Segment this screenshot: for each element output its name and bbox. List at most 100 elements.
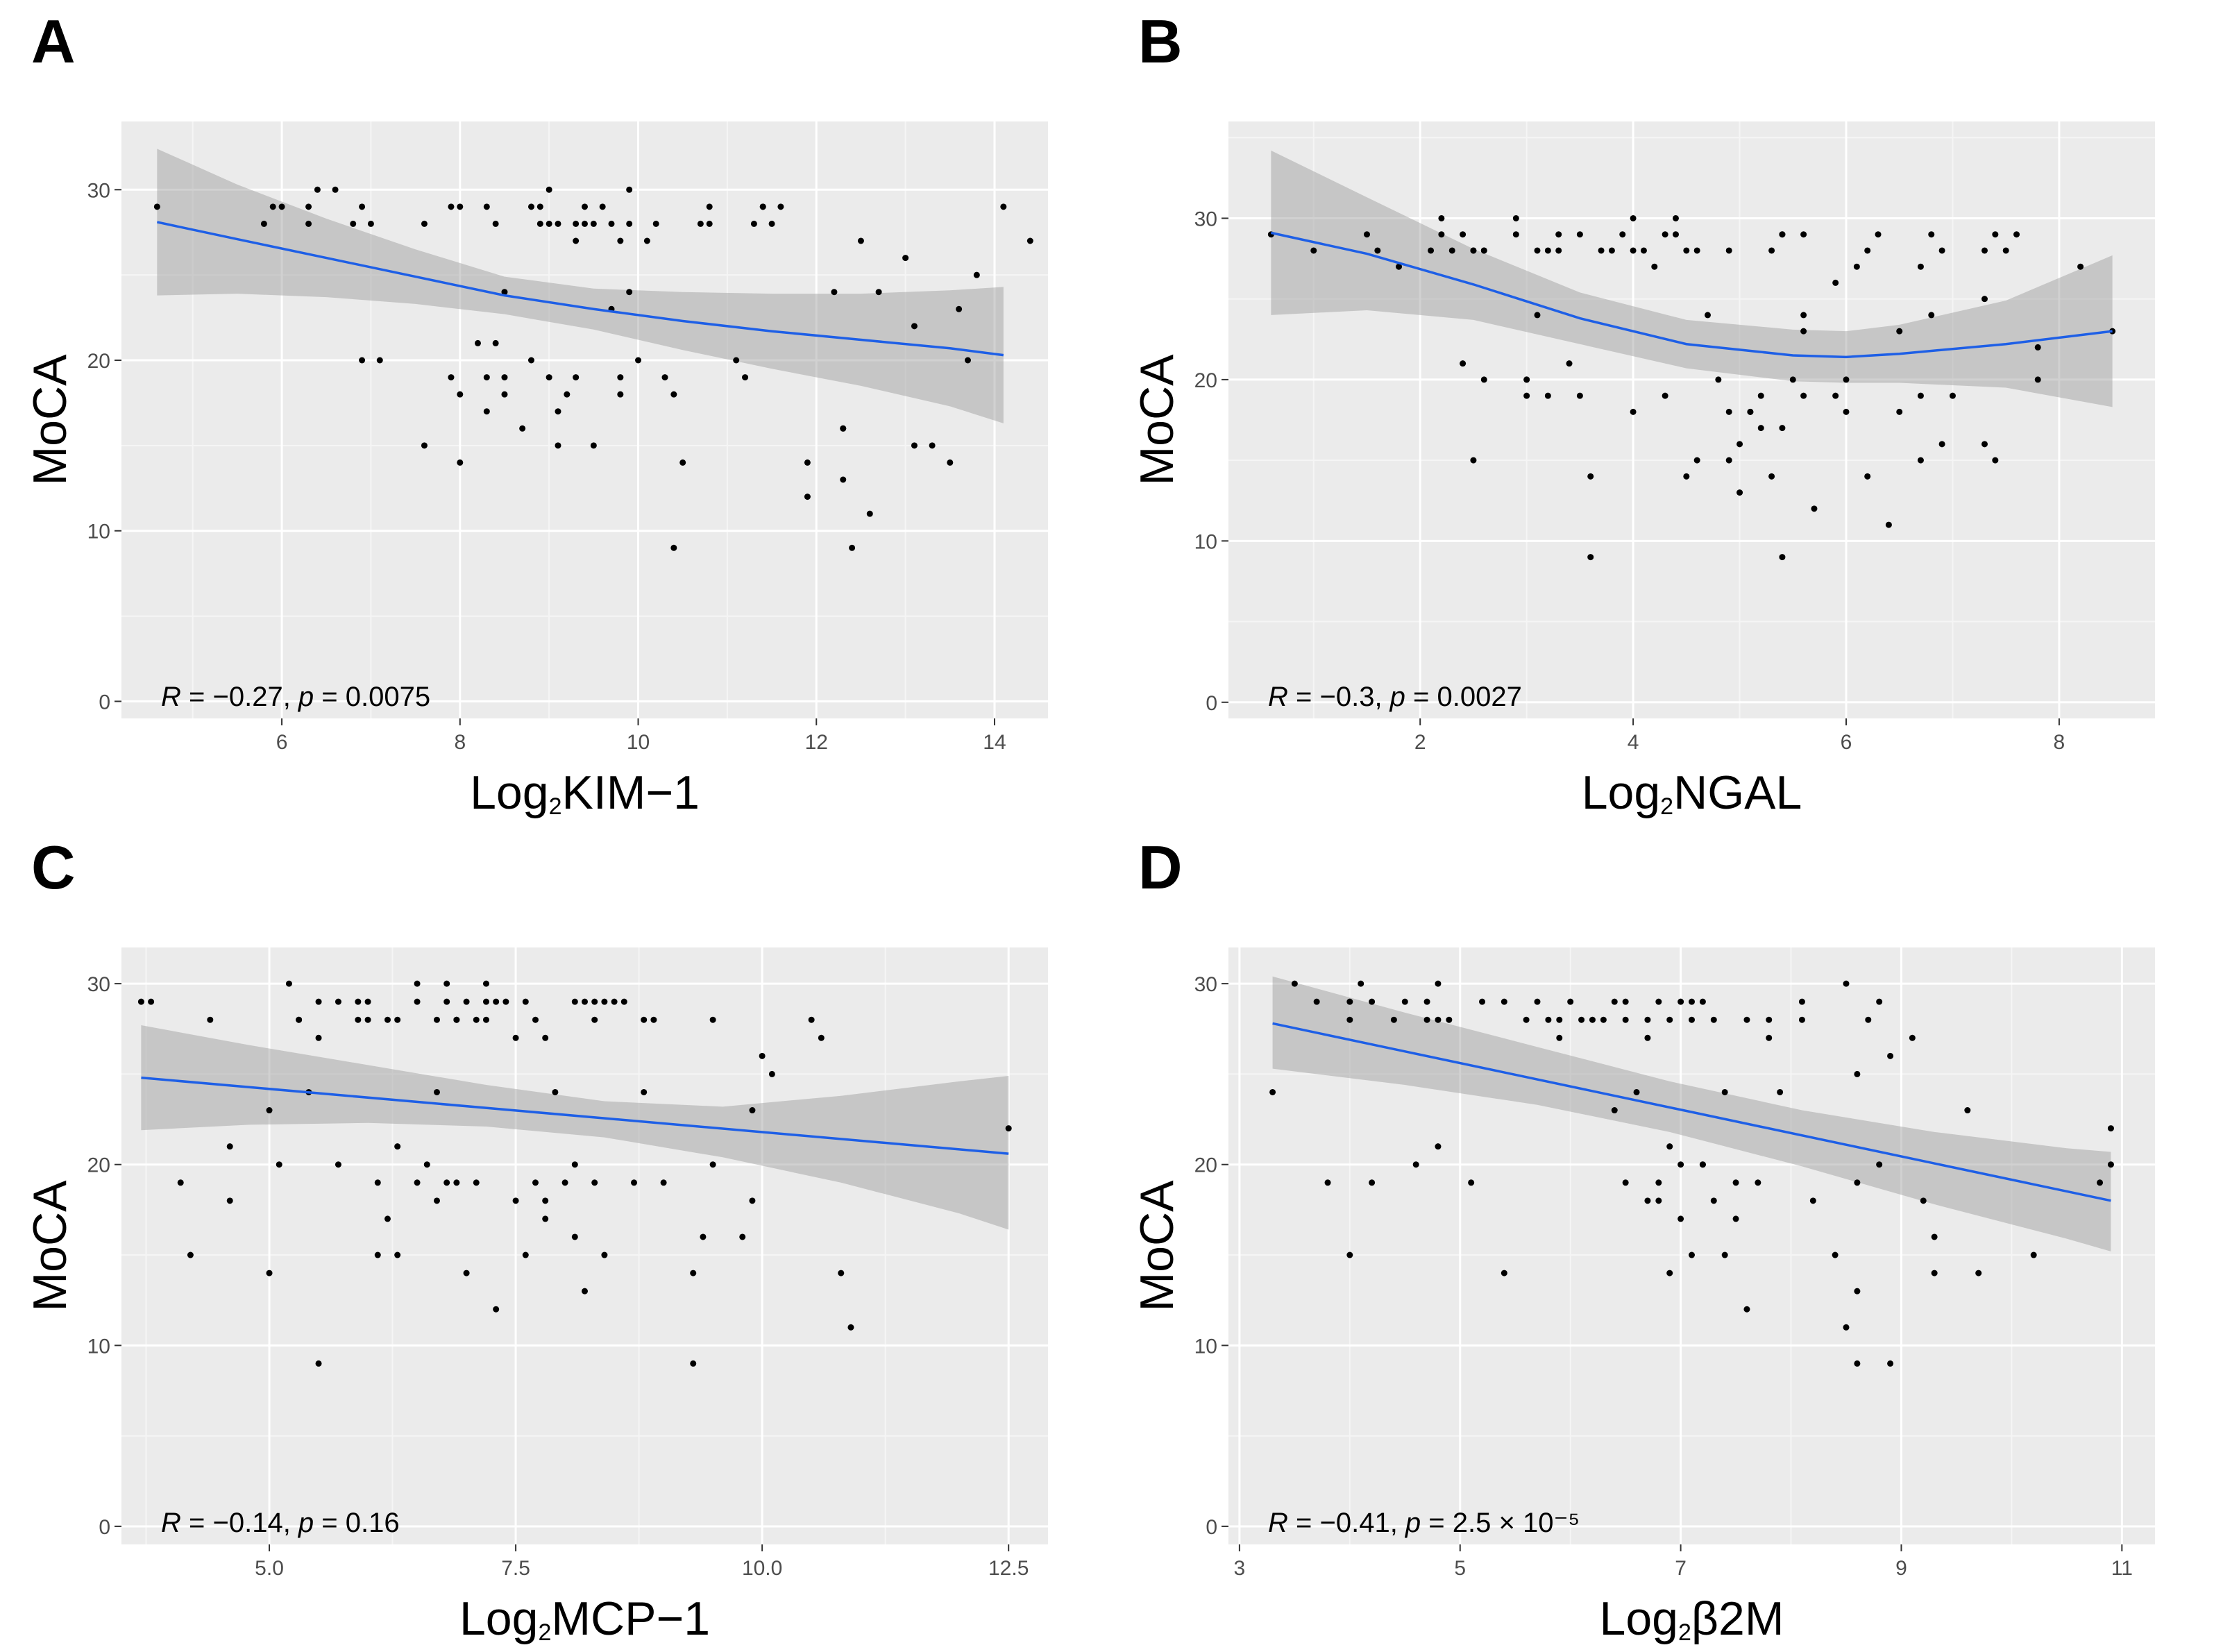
x-title-subscript: 2: [1678, 1619, 1691, 1646]
data-point: [1622, 998, 1629, 1005]
x-axis-title: Log2β2M: [1600, 1592, 1784, 1646]
data-point: [1832, 279, 1839, 286]
data-point: [1545, 1016, 1552, 1023]
data-point: [1501, 1270, 1507, 1276]
y-tick-label: 0: [99, 1516, 110, 1539]
data-point: [611, 998, 618, 1005]
r-symbol: R: [1268, 682, 1288, 712]
data-point: [493, 1306, 500, 1313]
data-point: [1608, 247, 1615, 254]
panel-b: B 2 4 6 8 0 10 20 30 R = −0.3, p = 0.0027 MoCA Log2…: [1107, 0, 2214, 826]
data-point: [1435, 1016, 1442, 1023]
data-point: [226, 1143, 233, 1150]
data-point: [384, 1016, 391, 1023]
data-point: [276, 1161, 282, 1168]
y-axis-title: MoCA: [24, 354, 76, 486]
data-point: [1768, 473, 1775, 480]
data-point: [573, 374, 580, 381]
r-value: = −0.41,: [1288, 1508, 1405, 1538]
data-point: [1423, 998, 1430, 1005]
data-point: [482, 980, 489, 987]
data-point: [443, 980, 450, 987]
data-point: [1865, 1016, 1872, 1023]
data-point: [492, 220, 499, 227]
data-point: [1732, 1215, 1739, 1222]
data-point: [555, 408, 561, 415]
data-point: [1544, 392, 1551, 399]
data-point: [1725, 408, 1732, 415]
data-point: [423, 1161, 430, 1168]
y-tick-label: 30: [1194, 973, 1217, 996]
r-symbol: R: [1268, 1508, 1288, 1538]
confidence-band: [1271, 150, 2113, 407]
data-point: [1598, 247, 1605, 254]
y-tick-label: 20: [87, 350, 110, 373]
data-point: [1736, 489, 1743, 496]
data-point: [601, 998, 608, 1005]
data-point: [964, 357, 971, 364]
data-point: [483, 374, 490, 381]
data-point: [1843, 980, 1850, 987]
data-point: [1644, 1016, 1651, 1023]
data-point: [1556, 1016, 1563, 1023]
data-point: [492, 339, 499, 346]
p-value: = 0.16: [314, 1508, 399, 1538]
data-point: [448, 203, 455, 210]
data-point: [1672, 231, 1679, 238]
r-symbol: R: [161, 682, 181, 712]
data-point: [1721, 1251, 1728, 1258]
data-point: [394, 1251, 401, 1258]
data-point: [1622, 1179, 1629, 1186]
data-point: [1374, 247, 1381, 254]
data-point: [1832, 392, 1839, 399]
x-tick-label: 3: [1234, 1557, 1246, 1580]
data-point: [1896, 408, 1903, 415]
data-point: [838, 1270, 845, 1276]
data-point: [1992, 231, 1999, 238]
data-point: [690, 1360, 697, 1367]
data-point: [315, 1360, 322, 1367]
data-point: [1523, 1016, 1530, 1023]
p-symbol: p: [1389, 682, 1405, 712]
data-point: [1757, 392, 1764, 399]
data-point: [421, 220, 428, 227]
x-tick-label: 4: [1628, 731, 1639, 754]
y-tick-label: 10: [87, 1335, 110, 1358]
x-tick-label: 10.0: [742, 1557, 782, 1580]
data-point: [1743, 1306, 1750, 1313]
x-tick-label: 12: [805, 731, 828, 754]
data-point: [1600, 1016, 1607, 1023]
data-point: [1678, 998, 1684, 1005]
data-point: [1779, 554, 1786, 561]
data-point: [1587, 473, 1594, 480]
data-point: [1766, 1034, 1773, 1041]
data-point: [1699, 998, 1706, 1005]
data-point: [2107, 1161, 2114, 1168]
data-point: [1800, 328, 1807, 335]
data-point: [457, 459, 464, 466]
data-point: [536, 220, 543, 227]
data-point: [1887, 1360, 1894, 1367]
data-point: [260, 220, 267, 227]
x-tick-label: 11: [2111, 1557, 2133, 1580]
data-point: [1811, 505, 1818, 512]
y-tick-label: 30: [1194, 208, 1217, 230]
plot-background: [121, 947, 1048, 1544]
y-tick-label: 30: [87, 179, 110, 202]
data-point: [501, 374, 508, 381]
data-point: [911, 442, 918, 449]
data-point: [367, 220, 374, 227]
data-point: [1666, 1016, 1673, 1023]
data-point: [643, 237, 650, 244]
scatter-chart-a: A 6 8 10 12 14 0 10 20 30 R = −0.27, p = 0.0075 MoC…: [24, 7, 1048, 820]
data-point: [285, 980, 292, 987]
data-point: [875, 289, 882, 296]
data-point: [571, 1161, 578, 1168]
data-point: [697, 220, 704, 227]
data-point: [1715, 376, 1722, 383]
data-point: [2034, 376, 2041, 383]
data-point: [1630, 408, 1637, 415]
data-point: [1644, 1034, 1651, 1041]
data-point: [590, 442, 597, 449]
data-point: [1346, 1016, 1353, 1023]
